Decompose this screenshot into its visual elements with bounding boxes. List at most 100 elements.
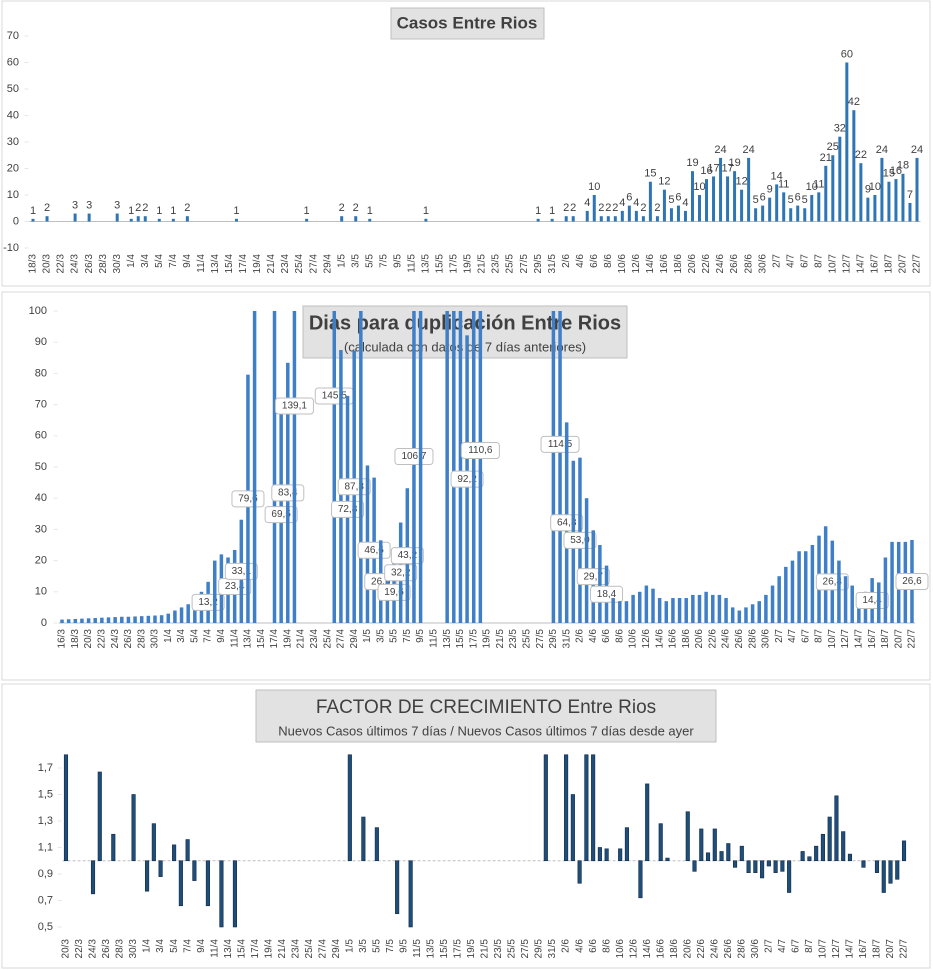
data-label: 9	[865, 184, 871, 196]
x-tick-label: 31/5	[547, 254, 558, 274]
x-tick-label: 27/4	[336, 629, 347, 649]
x-tick-label: 10/6	[615, 939, 626, 959]
data-label: 110,6	[468, 445, 493, 456]
data-label: 1	[128, 205, 134, 217]
bar	[838, 136, 842, 222]
x-tick-label: 26/3	[101, 939, 112, 959]
x-tick-label: 31/5	[547, 939, 558, 959]
bar	[166, 613, 171, 623]
bar	[645, 783, 650, 862]
bar	[895, 860, 900, 880]
bar	[395, 860, 400, 915]
x-tick-label: 9/5	[392, 254, 403, 268]
x-tick-label: 8/6	[603, 254, 614, 268]
x-tick-label: 2/7	[763, 939, 774, 953]
x-tick-label: 9/5	[415, 629, 426, 643]
x-tick-label: 13/4	[210, 254, 221, 274]
data-label: 1	[367, 205, 373, 217]
chart-title: Casos Entre Rios	[397, 13, 538, 32]
bar	[478, 311, 483, 623]
bar	[359, 311, 363, 623]
bar	[205, 860, 210, 907]
data-label: 69,5	[271, 509, 291, 520]
data-label: 26,5	[371, 576, 391, 587]
x-tick-label: 13/5	[426, 939, 437, 959]
y-tick-label: 30	[35, 523, 47, 535]
bar	[272, 311, 277, 623]
bar	[859, 163, 863, 222]
x-tick-label: 3/4	[140, 254, 151, 268]
x-tick-label: 22/3	[56, 254, 67, 274]
bar	[810, 545, 815, 623]
data-label: 32	[834, 123, 846, 135]
x-tick-label: 20/7	[898, 254, 909, 274]
x-tick-label: 11/4	[229, 629, 240, 648]
x-tick-label: 5/5	[364, 254, 375, 268]
y-tick-label: 0,7	[38, 894, 53, 906]
data-label: 2	[184, 202, 190, 214]
bar	[412, 311, 416, 623]
x-tick-label: 27/5	[535, 629, 546, 649]
x-tick-label: 7/4	[168, 254, 179, 268]
y-tick-label: 0,5	[38, 921, 53, 933]
x-tick-label: 11/5	[429, 629, 440, 648]
x-tick-label: 17/4	[238, 254, 249, 274]
x-tick-label: 10/7	[818, 939, 829, 959]
bar	[737, 610, 742, 623]
bar	[618, 848, 623, 862]
x-tick-label: 22/7	[912, 254, 923, 274]
bar	[173, 610, 177, 623]
bar	[598, 545, 602, 623]
x-tick-label: 23/4	[309, 629, 320, 649]
x-tick-label: 22/6	[707, 629, 718, 649]
data-label: 5	[802, 194, 808, 206]
x-tick-label: 26/6	[734, 629, 745, 649]
x-tick-label: 9/4	[196, 939, 207, 953]
data-label: 18,4	[597, 589, 617, 600]
bar	[31, 218, 35, 222]
x-tick-label: 16/3	[57, 629, 68, 649]
bar	[171, 218, 175, 222]
data-label: 2	[570, 202, 576, 214]
x-tick-label: 16/6	[655, 939, 666, 959]
x-tick-label: 1/5	[336, 254, 347, 268]
data-label: 12	[658, 176, 670, 188]
data-label: 2	[605, 202, 611, 214]
data-label: 1	[30, 205, 36, 217]
x-tick-label: 21/4	[266, 254, 277, 274]
x-tick-label: 27/5	[520, 939, 531, 959]
bar	[115, 213, 119, 222]
x-tick-label: 21/5	[480, 939, 491, 959]
data-label: 19,6	[384, 587, 404, 598]
bar	[185, 839, 190, 862]
x-tick-label: 5/4	[169, 939, 180, 953]
bar	[850, 585, 854, 623]
x-tick-label: 28/6	[747, 629, 758, 649]
bar	[234, 218, 238, 222]
x-tick-label: 15/5	[455, 629, 466, 649]
bar	[841, 831, 846, 862]
x-tick-label: 20/3	[83, 629, 94, 649]
x-tick-label: 29/5	[548, 629, 559, 649]
data-label: 5	[668, 194, 674, 206]
x-tick-label: 11/4	[209, 939, 220, 958]
x-tick-label: 18/7	[880, 629, 891, 649]
data-label: 53,0	[570, 535, 590, 546]
bar	[887, 181, 891, 222]
bar	[719, 851, 724, 862]
bar	[624, 827, 629, 862]
x-tick-label: 20/6	[687, 254, 698, 274]
data-label: 15	[883, 168, 895, 180]
data-label: 26,6	[902, 576, 922, 587]
data-label: 79,6	[238, 493, 258, 504]
x-tick-label: 18/6	[673, 254, 684, 274]
bar	[750, 604, 755, 623]
x-tick-label: 15/4	[236, 939, 247, 959]
bar	[760, 860, 765, 879]
data-label: 7	[907, 189, 913, 201]
data-label: 21	[820, 152, 832, 164]
bar	[151, 823, 156, 862]
bar	[699, 828, 704, 862]
x-tick-label: 6/7	[799, 254, 810, 268]
